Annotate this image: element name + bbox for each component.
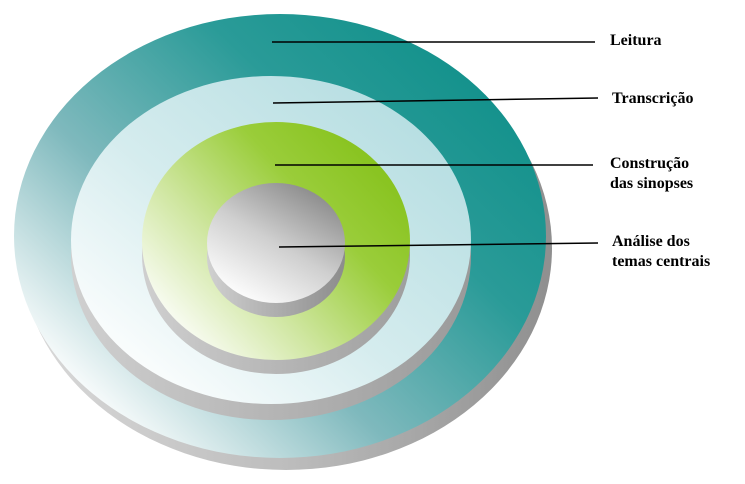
label-construcao-sinopses: Construção das sinopses — [610, 155, 694, 192]
core-layer-top — [207, 183, 345, 303]
label-analise-temas: Análise dos temas centrais — [612, 233, 711, 270]
leader-line-analise — [278, 242, 599, 248]
label-leitura: Leitura — [610, 32, 662, 49]
leader-line-transcricao — [272, 97, 599, 104]
label-transcricao: Transcrição — [612, 90, 694, 107]
